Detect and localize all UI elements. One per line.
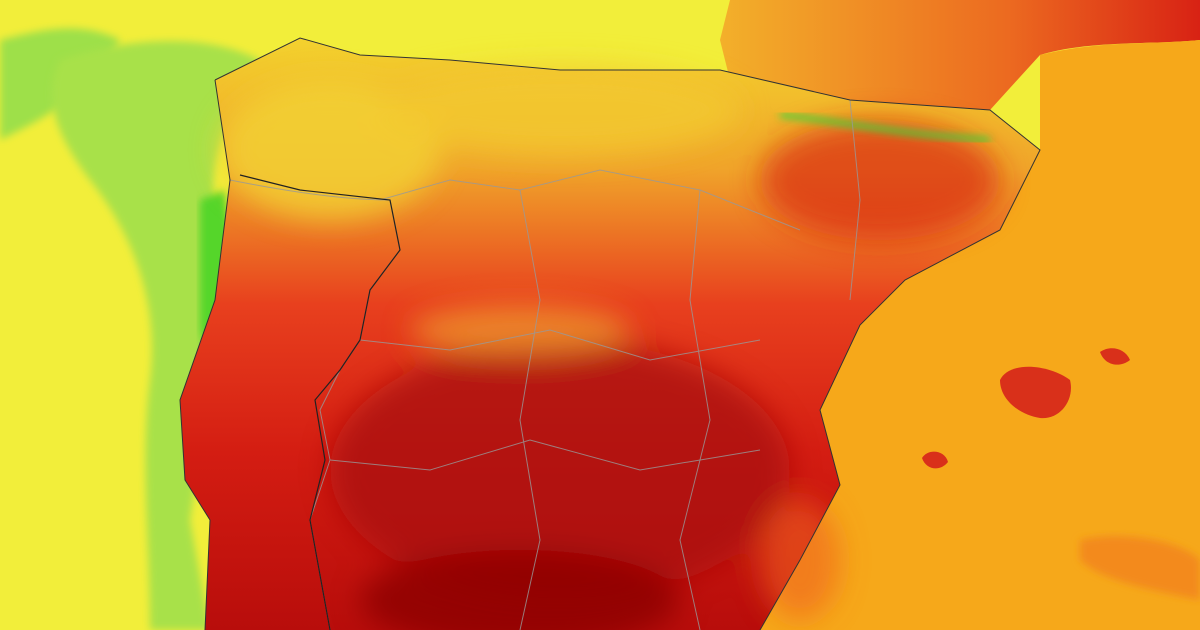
hottest-zone [360, 550, 680, 630]
warm-sea-patch [1080, 536, 1200, 600]
ibiza [922, 451, 948, 469]
mountain-band [410, 305, 630, 355]
pyrenees-cool [779, 112, 991, 143]
cool-north [380, 65, 740, 155]
temperature-overlays [220, 65, 1000, 630]
france-land [720, 0, 1200, 110]
cool-coastal-band [51, 41, 260, 630]
region-borders [229, 99, 861, 630]
mallorca [1000, 366, 1071, 419]
national-border [239, 174, 401, 630]
ebro-valley [760, 120, 1000, 240]
menorca [1100, 348, 1130, 365]
hot-core [330, 340, 790, 600]
coastline [179, 79, 231, 630]
mediterranean-sea [760, 40, 1200, 630]
coastline [214, 37, 1041, 630]
